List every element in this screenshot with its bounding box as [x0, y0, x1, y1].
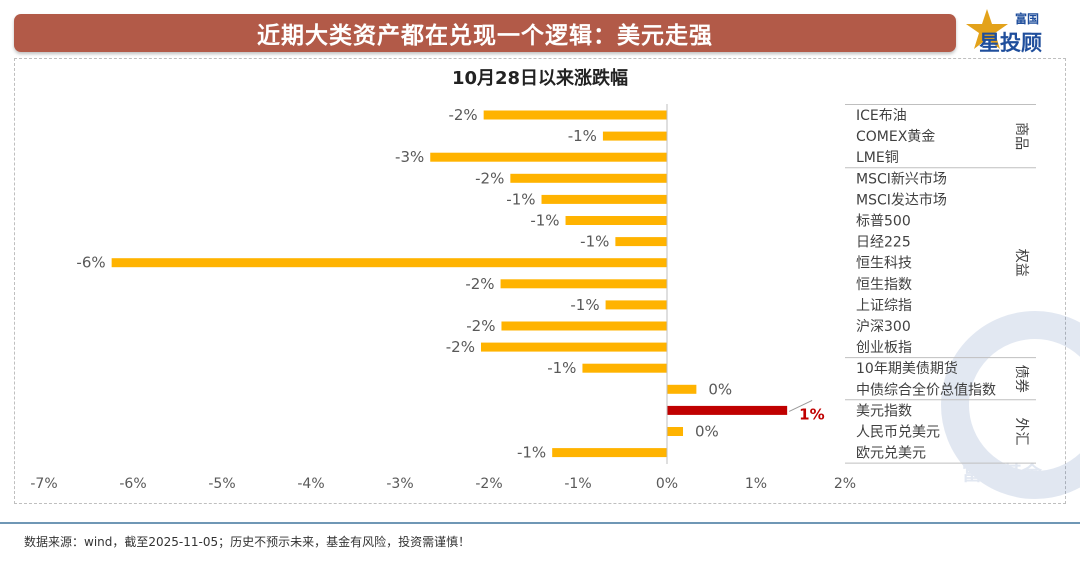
- data-label: -2%: [448, 106, 477, 124]
- category-label: 上证综指: [856, 298, 912, 314]
- category-label: COMEX黄金: [856, 128, 935, 145]
- bar: [667, 405, 788, 415]
- data-label: -1%: [568, 127, 597, 145]
- data-label: 1%: [799, 405, 824, 423]
- bar: [500, 279, 667, 289]
- bar: [605, 300, 667, 310]
- banner-title: 近期大类资产都在兑现一个逻辑：美元走强: [14, 14, 956, 52]
- category-label: 日经225: [856, 235, 911, 251]
- x-tick-label: -4%: [297, 476, 324, 492]
- category-label: 沪深300: [856, 319, 911, 335]
- data-label: 0%: [695, 423, 719, 441]
- category-label: 欧元兑美元: [856, 446, 926, 462]
- watermark: 富国基金: [941, 311, 1080, 499]
- data-label: -1%: [580, 233, 609, 251]
- bar: [667, 427, 684, 436]
- chart-frame: [14, 58, 1066, 504]
- data-label: -1%: [506, 190, 535, 208]
- data-label: -6%: [76, 254, 105, 272]
- category-label: 恒生指数: [856, 277, 912, 293]
- bar: [501, 321, 667, 331]
- watermark-text: 富国基金: [962, 461, 1043, 485]
- data-label: -1%: [570, 296, 599, 314]
- data-label: 0%: [708, 380, 732, 398]
- x-tick-label: -6%: [119, 476, 146, 492]
- x-tick-label: 1%: [745, 476, 767, 492]
- group-label: 商品: [1013, 122, 1029, 150]
- group-label: 外汇: [1013, 418, 1029, 446]
- category-label: MSCI新兴市场: [856, 170, 947, 187]
- category-label: ICE布油: [856, 108, 907, 124]
- bar: [430, 152, 667, 162]
- data-label: -1%: [530, 212, 559, 230]
- bar: [111, 258, 667, 268]
- category-label: 恒生科技: [856, 256, 912, 272]
- bar: [510, 173, 667, 183]
- category-label: 10年期美债期货: [856, 360, 958, 377]
- bar: [565, 216, 667, 225]
- data-label: -2%: [466, 317, 495, 335]
- bar: [480, 342, 667, 352]
- brand-logo: 富国 星投顾: [966, 9, 1042, 55]
- data-label: -1%: [517, 444, 546, 462]
- footer-note: 数据来源：wind，截至2025-11-05；历史不预示未来，基金有风险，投资需…: [24, 535, 471, 549]
- x-tick-label: 2%: [834, 476, 856, 492]
- x-tick-label: -5%: [208, 476, 235, 492]
- category-label: LME铜: [856, 150, 899, 166]
- category-label: 创业板指: [856, 340, 912, 356]
- bar: [602, 131, 667, 141]
- data-label: -1%: [547, 359, 576, 377]
- data-label: -2%: [465, 275, 494, 293]
- data-label: -3%: [395, 148, 424, 166]
- footer-divider: [0, 522, 1080, 524]
- bar: [667, 384, 697, 394]
- x-tick-label: -2%: [475, 476, 502, 492]
- category-label: 人民币兑美元: [856, 425, 940, 441]
- bar: [615, 237, 667, 247]
- bar: [483, 110, 667, 120]
- bar: [582, 363, 667, 373]
- chart-title: 10月28日以来涨跌幅: [451, 68, 629, 89]
- group-label: 权益: [1013, 249, 1029, 277]
- category-label: 美元指数: [856, 403, 912, 419]
- bar: [541, 194, 667, 204]
- group-label: 债券: [1013, 365, 1029, 393]
- category-label: MSCI发达市场: [856, 191, 947, 208]
- category-label: 标普500: [856, 214, 911, 230]
- x-ticks-layer: -7% -6% -5% -4% -3% -2% -1% 0% 1% 2%: [30, 476, 856, 492]
- x-tick-label: -1%: [564, 476, 591, 492]
- x-tick-label: -3%: [386, 476, 413, 492]
- category-label: 中债综合全价总值指数: [856, 381, 996, 398]
- data-label: -2%: [446, 338, 475, 356]
- watermark-ring: [941, 311, 1080, 499]
- x-tick-label: 0%: [656, 476, 678, 492]
- bars-layer: [111, 104, 788, 464]
- page-title: 近期大类资产都在兑现一个逻辑：美元走强: [257, 23, 713, 49]
- x-tick-label: -7%: [30, 476, 57, 492]
- bar: [552, 448, 667, 458]
- star-icon: [966, 9, 1008, 49]
- leader-line: [788, 399, 813, 412]
- data-labels-layer: -2%-1%-3%-2%-1%-1%-1%-6%-2%-1%-2%-2%-1%0…: [76, 106, 824, 462]
- logo-main-text: 星投顾: [979, 31, 1042, 55]
- logo-top-text: 富国: [1015, 11, 1039, 26]
- data-label: -2%: [475, 169, 504, 187]
